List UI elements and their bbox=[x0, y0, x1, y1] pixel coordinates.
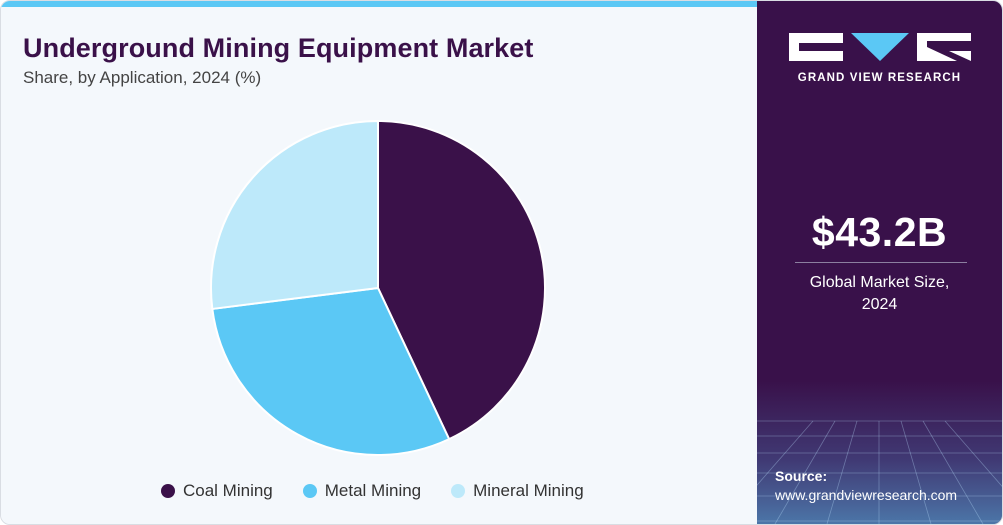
chart-legend: Coal Mining Metal Mining Mineral Mining bbox=[161, 479, 584, 503]
brand-name: GRAND VIEW RESEARCH bbox=[797, 72, 962, 84]
market-size-label-line2: 2024 bbox=[861, 296, 898, 313]
decorative-gradient bbox=[757, 381, 1002, 524]
legend-swatch-coal-mining bbox=[161, 484, 175, 498]
legend-swatch-mineral-mining bbox=[451, 484, 466, 498]
chart-subtitle: Share, by Application, 2024 (%) bbox=[23, 68, 262, 87]
sidebar-panel: GRAND VIEW RESEARCH $43.2B Global Market… bbox=[757, 1, 1002, 524]
market-size-value: $43.2B bbox=[811, 209, 948, 255]
pie-slice-coal-mining bbox=[377, 119, 546, 441]
legend-swatch-metal-mining bbox=[302, 484, 317, 498]
legend-label-metal-mining: Metal Mining bbox=[324, 481, 422, 500]
source-url: www.grandviewresearch.com bbox=[775, 487, 958, 503]
stat-divider bbox=[795, 262, 967, 263]
chart-panel: Underground Mining Equipment Market Shar… bbox=[1, 7, 757, 524]
accent-bar bbox=[1, 1, 757, 7]
market-size-label: Global Market Size, 2024 bbox=[757, 272, 1002, 316]
market-size-label-line1: Global Market Size, bbox=[809, 274, 950, 291]
legend-item-metal-mining: Metal Mining bbox=[302, 481, 422, 501]
legend-label-mineral-mining: Mineral Mining bbox=[473, 481, 584, 500]
chart-title: Underground Mining Equipment Market bbox=[23, 33, 534, 63]
pie-slice-metal-mining bbox=[211, 286, 451, 457]
pie-slice-mineral-mining bbox=[210, 119, 379, 311]
grand-view-research-logo bbox=[789, 33, 971, 61]
legend-label-coal-mining: Coal Mining bbox=[183, 481, 273, 500]
legend-item-coal-mining: Coal Mining bbox=[161, 481, 273, 501]
pie-chart bbox=[210, 119, 546, 457]
decorative-grid bbox=[757, 420, 1002, 524]
legend-item-mineral-mining: Mineral Mining bbox=[451, 481, 584, 501]
source-label: Source: bbox=[775, 468, 828, 484]
